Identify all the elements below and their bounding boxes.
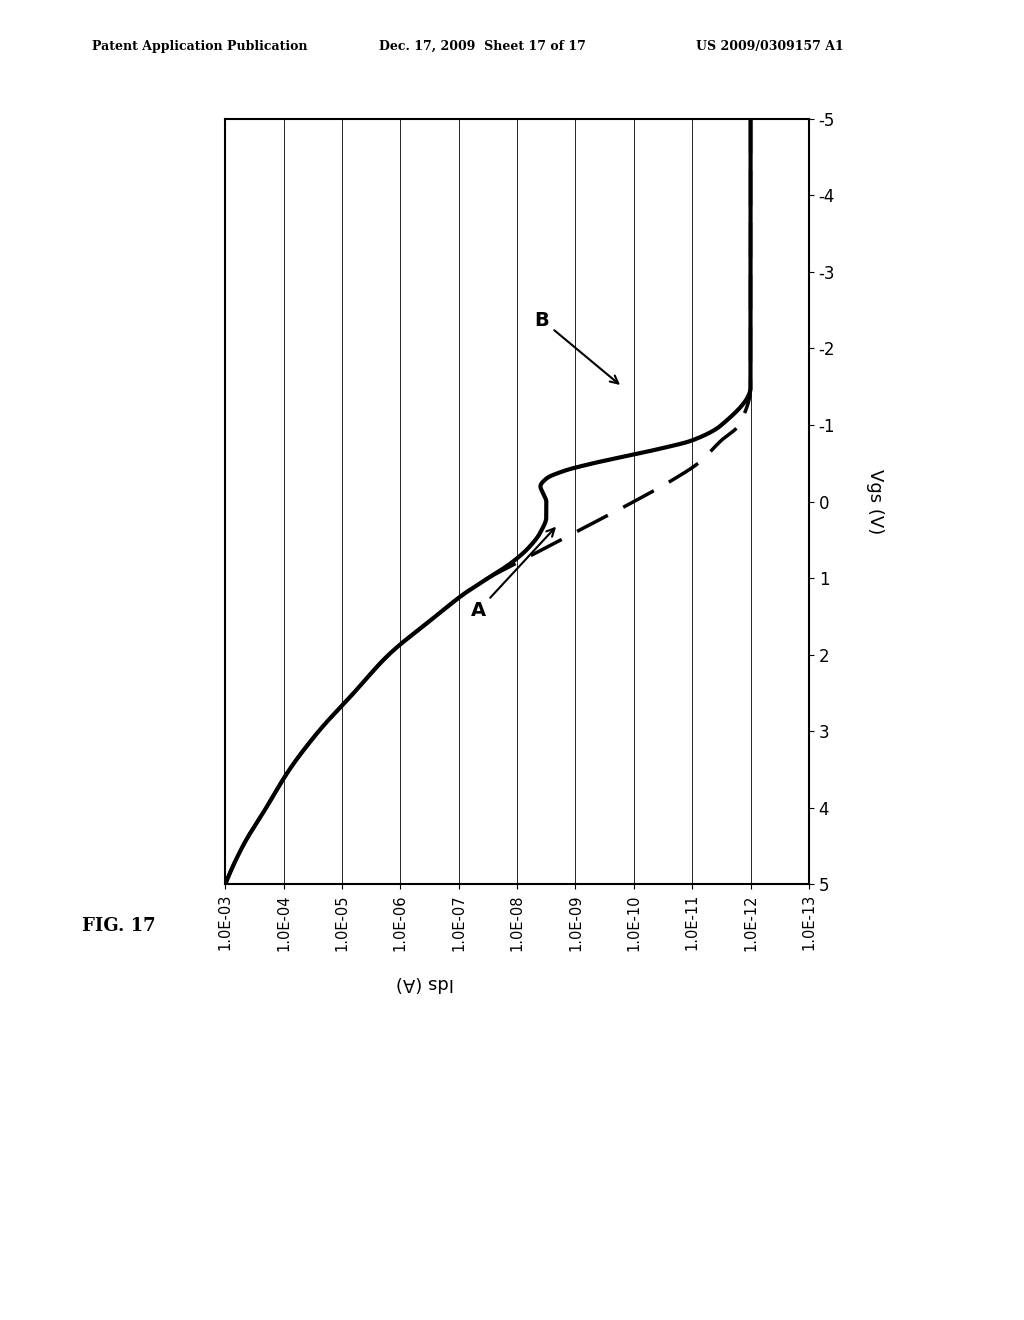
Text: Dec. 17, 2009  Sheet 17 of 17: Dec. 17, 2009 Sheet 17 of 17 bbox=[379, 40, 586, 53]
Text: Ids (A): Ids (A) bbox=[396, 974, 454, 993]
Text: US 2009/0309157 A1: US 2009/0309157 A1 bbox=[696, 40, 844, 53]
Text: FIG. 17: FIG. 17 bbox=[82, 916, 156, 935]
Y-axis label: Vgs (V): Vgs (V) bbox=[866, 469, 884, 535]
Text: A: A bbox=[470, 528, 555, 620]
Text: B: B bbox=[535, 310, 618, 384]
Text: Patent Application Publication: Patent Application Publication bbox=[92, 40, 307, 53]
